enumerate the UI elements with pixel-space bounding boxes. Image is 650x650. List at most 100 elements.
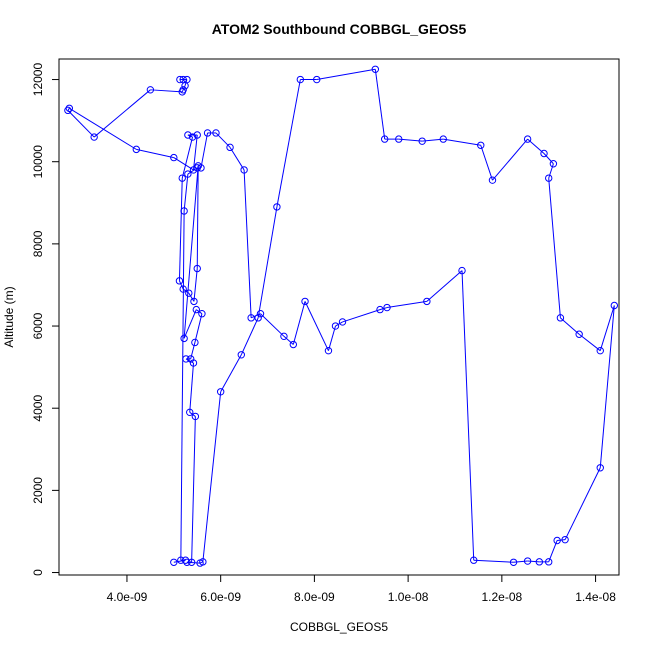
series-segment: [180, 211, 185, 561]
series-segment: [564, 467, 601, 540]
data-point: [189, 166, 198, 174]
data-point: [64, 106, 72, 115]
data-point: [477, 141, 485, 149]
series-segment: [599, 305, 615, 351]
data-point: [383, 303, 391, 312]
data-point: [338, 318, 347, 326]
data-point: [331, 322, 340, 330]
data-point: [535, 558, 544, 566]
data-point: [198, 310, 206, 318]
data-point: [596, 464, 604, 472]
x-tick-label: 8.0e-09: [294, 590, 335, 604]
data-point: [191, 338, 199, 347]
series-segment: [67, 110, 95, 138]
y-tick-label: 10000: [31, 145, 45, 179]
series-segment: [178, 178, 183, 281]
data-point: [395, 135, 403, 143]
data-point: [197, 164, 205, 172]
series-segment: [183, 165, 199, 339]
data-point: [553, 536, 561, 545]
series-segment: [191, 416, 196, 563]
y-tick-label: 0: [31, 569, 45, 576]
data-point: [313, 75, 321, 84]
data-point: [561, 535, 569, 544]
y-axis-label: Altitude (m): [2, 286, 16, 347]
series-segment: [335, 321, 343, 327]
data-point: [184, 131, 192, 139]
series-segment: [292, 301, 306, 345]
series-segment: [136, 148, 174, 159]
series-segment: [543, 153, 554, 165]
data-point: [216, 388, 225, 396]
data-point: [549, 160, 558, 168]
data-point: [180, 207, 188, 215]
data-point: [65, 104, 74, 112]
data-point: [180, 334, 188, 343]
series-segment: [461, 270, 475, 561]
data-point: [177, 556, 185, 564]
data-point: [575, 330, 583, 338]
data-point: [184, 170, 192, 178]
data-point: [226, 143, 234, 152]
y-tick-label: 12000: [31, 63, 45, 97]
data-point: [254, 314, 262, 322]
data-point: [212, 129, 220, 137]
series-group: [64, 65, 619, 567]
series-segment: [183, 309, 197, 339]
series-segment: [548, 163, 554, 179]
series-segment: [67, 108, 70, 111]
data-point: [439, 135, 447, 143]
data-point: [296, 75, 305, 84]
y-tick-label: 2000: [31, 477, 45, 504]
data-point: [458, 266, 466, 275]
x-tick-label: 1.2e-08: [481, 590, 522, 604]
series-segment: [173, 157, 194, 171]
data-point: [188, 133, 197, 141]
series-segment: [557, 539, 566, 541]
series-segment: [492, 138, 528, 181]
series-segment: [187, 134, 193, 138]
series-segment: [196, 165, 199, 269]
data-point: [523, 135, 532, 143]
data-point: [179, 285, 187, 293]
series-segment: [193, 268, 198, 302]
series-segment: [243, 169, 252, 318]
data-point: [610, 301, 619, 310]
y-tick-label: 4000: [31, 395, 45, 422]
series-segment: [374, 69, 386, 140]
x-axis-label: COBBGL_GEOS5: [290, 620, 388, 634]
series-segment: [342, 309, 381, 323]
data-point: [203, 129, 212, 137]
y-tick-label: 8000: [31, 230, 45, 257]
series-segment: [192, 134, 198, 170]
data-point: [181, 82, 189, 90]
series-segment: [194, 313, 203, 343]
series-segment: [560, 317, 580, 335]
data-point: [488, 176, 497, 184]
series-segment: [480, 145, 493, 181]
y-tick-label: 6000: [31, 312, 45, 339]
series-segment: [257, 206, 278, 318]
data-point: [178, 174, 186, 182]
data-point: [280, 332, 288, 341]
series-segment: [527, 560, 540, 563]
series-segment: [189, 362, 194, 413]
data-point: [301, 297, 309, 306]
series-segment: [202, 391, 222, 562]
data-point: [175, 277, 184, 285]
x-tick-label: 6.0e-09: [200, 590, 241, 604]
data-point: [371, 65, 380, 73]
series-segment: [200, 132, 209, 168]
data-point: [289, 340, 298, 349]
data-point: [545, 558, 553, 566]
data-point: [380, 135, 389, 143]
plot-frame: [58, 58, 620, 576]
series-segment: [188, 292, 195, 302]
data-point: [192, 305, 201, 314]
data-point: [596, 346, 604, 355]
data-point: [146, 86, 155, 94]
series-segment: [186, 561, 201, 564]
chart-title: ATOM2 Southbound COBBGL_GEOS5: [212, 21, 467, 37]
data-point: [181, 556, 190, 564]
